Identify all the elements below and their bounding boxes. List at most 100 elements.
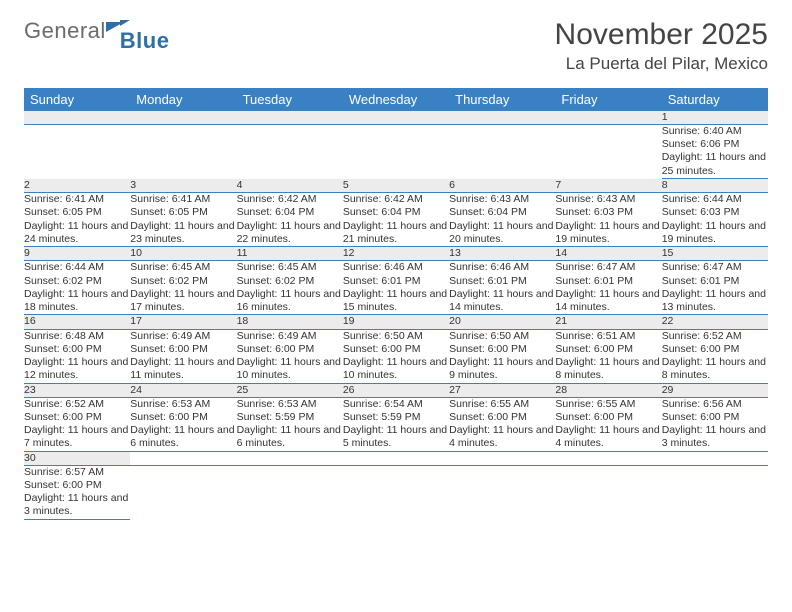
day-content-cell bbox=[662, 465, 768, 519]
sunrise-text: Sunrise: 6:47 AM bbox=[555, 261, 661, 274]
day-number-cell bbox=[130, 111, 236, 125]
day-content-cell: Sunrise: 6:44 AMSunset: 6:03 PMDaylight:… bbox=[662, 193, 768, 247]
day-number-cell bbox=[130, 451, 236, 465]
daylight-text: Daylight: 11 hours and 24 minutes. bbox=[24, 220, 130, 246]
daylight-text: Daylight: 11 hours and 6 minutes. bbox=[130, 424, 236, 450]
sunrise-text: Sunrise: 6:46 AM bbox=[449, 261, 555, 274]
daylight-text: Daylight: 11 hours and 4 minutes. bbox=[555, 424, 661, 450]
daylight-text: Daylight: 11 hours and 16 minutes. bbox=[237, 288, 343, 314]
day-content-cell: Sunrise: 6:57 AMSunset: 6:00 PMDaylight:… bbox=[24, 465, 130, 519]
sunrise-text: Sunrise: 6:40 AM bbox=[662, 125, 768, 138]
day-number-cell: 5 bbox=[343, 179, 449, 193]
day-number-cell: 23 bbox=[24, 383, 130, 397]
sunset-text: Sunset: 6:05 PM bbox=[24, 206, 130, 219]
day-number-row: 1 bbox=[24, 111, 768, 125]
day-content-cell bbox=[343, 125, 449, 179]
daylight-text: Daylight: 11 hours and 3 minutes. bbox=[662, 424, 768, 450]
day-content-cell: Sunrise: 6:49 AMSunset: 6:00 PMDaylight:… bbox=[130, 329, 236, 383]
sunset-text: Sunset: 6:01 PM bbox=[343, 275, 449, 288]
day-content-cell: Sunrise: 6:52 AMSunset: 6:00 PMDaylight:… bbox=[662, 329, 768, 383]
day-content-cell: Sunrise: 6:45 AMSunset: 6:02 PMDaylight:… bbox=[237, 261, 343, 315]
day-content-cell: Sunrise: 6:45 AMSunset: 6:02 PMDaylight:… bbox=[130, 261, 236, 315]
sunrise-text: Sunrise: 6:49 AM bbox=[237, 330, 343, 343]
sunrise-text: Sunrise: 6:45 AM bbox=[130, 261, 236, 274]
day-number-cell: 15 bbox=[662, 247, 768, 261]
day-number-cell: 1 bbox=[662, 111, 768, 125]
daylight-text: Daylight: 11 hours and 14 minutes. bbox=[449, 288, 555, 314]
calendar-table: SundayMondayTuesdayWednesdayThursdayFrid… bbox=[24, 88, 768, 520]
day-number-cell: 14 bbox=[555, 247, 661, 261]
day-content-cell: Sunrise: 6:51 AMSunset: 6:00 PMDaylight:… bbox=[555, 329, 661, 383]
sunrise-text: Sunrise: 6:55 AM bbox=[555, 398, 661, 411]
day-content-row: Sunrise: 6:41 AMSunset: 6:05 PMDaylight:… bbox=[24, 193, 768, 247]
day-content-cell: Sunrise: 6:54 AMSunset: 5:59 PMDaylight:… bbox=[343, 397, 449, 451]
day-number-cell bbox=[343, 111, 449, 125]
location: La Puerta del Pilar, Mexico bbox=[555, 54, 768, 74]
daylight-text: Daylight: 11 hours and 18 minutes. bbox=[24, 288, 130, 314]
day-content-cell bbox=[555, 465, 661, 519]
daylight-text: Daylight: 11 hours and 20 minutes. bbox=[449, 220, 555, 246]
sunrise-text: Sunrise: 6:46 AM bbox=[343, 261, 449, 274]
day-content-cell: Sunrise: 6:43 AMSunset: 6:03 PMDaylight:… bbox=[555, 193, 661, 247]
sunset-text: Sunset: 5:59 PM bbox=[237, 411, 343, 424]
sunset-text: Sunset: 6:00 PM bbox=[237, 343, 343, 356]
sunrise-text: Sunrise: 6:43 AM bbox=[555, 193, 661, 206]
sunrise-text: Sunrise: 6:53 AM bbox=[130, 398, 236, 411]
weekday-header: Friday bbox=[555, 88, 661, 111]
sunrise-text: Sunrise: 6:54 AM bbox=[343, 398, 449, 411]
sunrise-text: Sunrise: 6:55 AM bbox=[449, 398, 555, 411]
sunrise-text: Sunrise: 6:52 AM bbox=[662, 330, 768, 343]
sunset-text: Sunset: 6:00 PM bbox=[555, 343, 661, 356]
day-content-cell bbox=[237, 465, 343, 519]
sunrise-text: Sunrise: 6:47 AM bbox=[662, 261, 768, 274]
sunrise-text: Sunrise: 6:51 AM bbox=[555, 330, 661, 343]
daylight-text: Daylight: 11 hours and 14 minutes. bbox=[555, 288, 661, 314]
day-content-cell: Sunrise: 6:50 AMSunset: 6:00 PMDaylight:… bbox=[343, 329, 449, 383]
sunset-text: Sunset: 6:00 PM bbox=[662, 411, 768, 424]
daylight-text: Daylight: 11 hours and 19 minutes. bbox=[555, 220, 661, 246]
logo: General Blue bbox=[24, 18, 181, 44]
day-number-cell: 28 bbox=[555, 383, 661, 397]
daylight-text: Daylight: 11 hours and 11 minutes. bbox=[130, 356, 236, 382]
sunset-text: Sunset: 6:01 PM bbox=[449, 275, 555, 288]
sunrise-text: Sunrise: 6:44 AM bbox=[662, 193, 768, 206]
day-content-cell: Sunrise: 6:50 AMSunset: 6:00 PMDaylight:… bbox=[449, 329, 555, 383]
sunrise-text: Sunrise: 6:42 AM bbox=[343, 193, 449, 206]
sunrise-text: Sunrise: 6:56 AM bbox=[662, 398, 768, 411]
sunset-text: Sunset: 6:00 PM bbox=[555, 411, 661, 424]
daylight-text: Daylight: 11 hours and 10 minutes. bbox=[343, 356, 449, 382]
day-content-cell: Sunrise: 6:43 AMSunset: 6:04 PMDaylight:… bbox=[449, 193, 555, 247]
day-number-row: 9101112131415 bbox=[24, 247, 768, 261]
sunrise-text: Sunrise: 6:50 AM bbox=[343, 330, 449, 343]
title-block: November 2025 La Puerta del Pilar, Mexic… bbox=[555, 18, 768, 74]
day-number-cell: 24 bbox=[130, 383, 236, 397]
sunset-text: Sunset: 6:04 PM bbox=[449, 206, 555, 219]
day-content-cell: Sunrise: 6:52 AMSunset: 6:00 PMDaylight:… bbox=[24, 397, 130, 451]
weekday-header: Wednesday bbox=[343, 88, 449, 111]
daylight-text: Daylight: 11 hours and 23 minutes. bbox=[130, 220, 236, 246]
sunrise-text: Sunrise: 6:45 AM bbox=[237, 261, 343, 274]
sunset-text: Sunset: 6:04 PM bbox=[343, 206, 449, 219]
day-content-cell bbox=[24, 125, 130, 179]
day-number-cell: 27 bbox=[449, 383, 555, 397]
sunset-text: Sunset: 6:00 PM bbox=[130, 411, 236, 424]
sunrise-text: Sunrise: 6:52 AM bbox=[24, 398, 130, 411]
sunrise-text: Sunrise: 6:57 AM bbox=[24, 466, 130, 479]
logo-sail-icon-2 bbox=[120, 20, 130, 26]
day-number-cell bbox=[662, 451, 768, 465]
sunset-text: Sunset: 6:00 PM bbox=[662, 343, 768, 356]
header: General Blue November 2025 La Puerta del… bbox=[24, 18, 768, 74]
daylight-text: Daylight: 11 hours and 15 minutes. bbox=[343, 288, 449, 314]
sunset-text: Sunset: 6:00 PM bbox=[343, 343, 449, 356]
day-number-cell bbox=[555, 111, 661, 125]
daylight-text: Daylight: 11 hours and 5 minutes. bbox=[343, 424, 449, 450]
day-number-row: 2345678 bbox=[24, 179, 768, 193]
sunrise-text: Sunrise: 6:44 AM bbox=[24, 261, 130, 274]
day-number-cell bbox=[237, 111, 343, 125]
day-number-cell: 19 bbox=[343, 315, 449, 329]
day-content-cell: Sunrise: 6:42 AMSunset: 6:04 PMDaylight:… bbox=[343, 193, 449, 247]
daylight-text: Daylight: 11 hours and 19 minutes. bbox=[662, 220, 768, 246]
day-number-cell: 21 bbox=[555, 315, 661, 329]
day-number-cell: 29 bbox=[662, 383, 768, 397]
day-number-cell: 4 bbox=[237, 179, 343, 193]
